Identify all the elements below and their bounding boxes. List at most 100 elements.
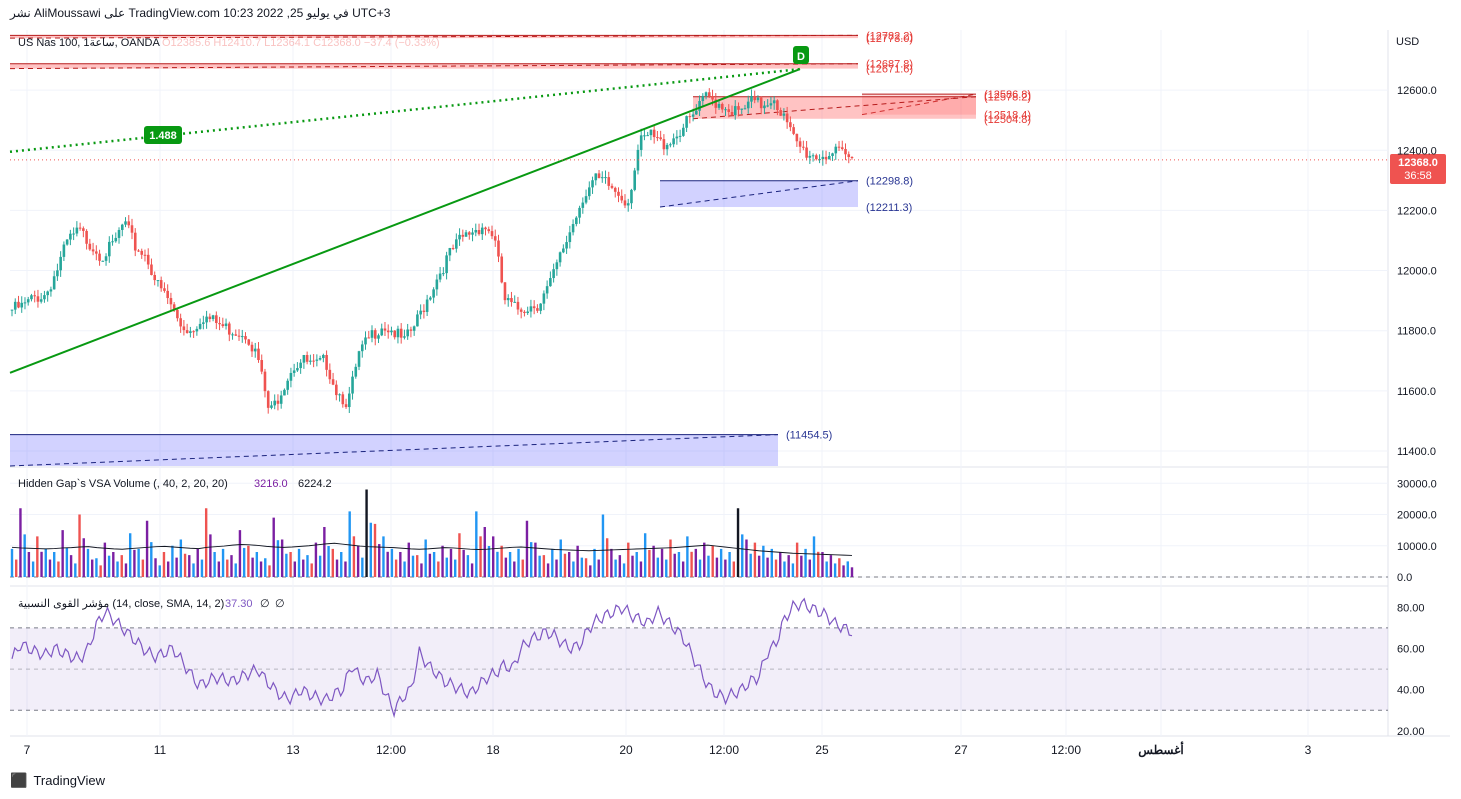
candle-body-168 (555, 262, 559, 270)
time-tick-1: 11 (154, 743, 167, 757)
candle-body-125 (416, 314, 419, 327)
candle-body-198 (652, 129, 656, 138)
vol-bar-183 (783, 561, 786, 577)
rsi-tick-0: 80.00 (1397, 602, 1425, 614)
footer-brand[interactable]: TradingView (33, 773, 105, 788)
zone-diag-4 (659, 180, 859, 208)
vol-bar-14 (69, 555, 73, 577)
candle-body-163 (539, 303, 542, 311)
vol-tick-2: 10000.0 (1397, 541, 1437, 553)
zone-diag-3 (692, 96, 977, 120)
candle-body-255 (837, 146, 841, 148)
rsi-indicator-title[interactable]: مؤشر القوى النسبية (14, close, SMA, 14, … (18, 598, 224, 610)
candle-body-67 (227, 323, 231, 335)
vol-bar-63 (276, 540, 280, 577)
candle-body-116 (386, 330, 390, 333)
candle-body-217 (714, 99, 718, 108)
candle-body-108 (360, 344, 364, 352)
candle-body-138 (458, 234, 461, 240)
vol-bar-103 (445, 557, 448, 577)
vol-bar-58 (255, 552, 259, 577)
time-tick-11: 3 (1305, 743, 1312, 757)
harmonic-dotted-line (9, 67, 801, 154)
candle-body-175 (578, 207, 581, 218)
rsi-axis[interactable]: 80.00 60.00 40.00 20.00 (1397, 602, 1425, 738)
ratio-badge[interactable]: 1.488 (144, 126, 182, 144)
tv-logo-icon[interactable]: ⬛ (10, 772, 28, 788)
candle-body-79 (266, 391, 270, 408)
vol-bar-175 (749, 553, 752, 577)
publish-header: نشر AliMoussawi على TradingView.com 10:2… (10, 6, 391, 20)
vol-bar-145 (622, 563, 626, 577)
candle-body-135 (448, 247, 452, 256)
candle-body-176 (581, 202, 585, 208)
vol-bar-158 (677, 552, 681, 577)
vol-bar-186 (795, 542, 799, 577)
vol-bar-105 (454, 559, 457, 577)
candle-body-17 (65, 239, 69, 245)
candle-body-179 (591, 180, 594, 188)
vol-bar-173 (741, 534, 744, 577)
candle-body-97 (325, 354, 328, 370)
candle-body-63 (215, 315, 218, 324)
volume-value-2: 6224.2 (298, 478, 332, 490)
candle-body-130 (432, 289, 435, 298)
zone-top-label-5: (11454.5) (786, 430, 832, 442)
candle-body-216 (711, 95, 714, 100)
pattern-point-d[interactable]: D (793, 46, 809, 64)
candle-body-31 (111, 241, 114, 243)
candle-body-254 (834, 146, 838, 154)
candle-body-210 (691, 114, 695, 117)
vol-bar-174 (745, 539, 748, 577)
candle-body-20 (75, 227, 79, 234)
candle-body-173 (571, 224, 575, 233)
vol-bar-195 (833, 563, 837, 577)
candle-body-147 (487, 229, 491, 232)
symbol-title[interactable]: US Nas 100, 1ساعة, OANDA (18, 37, 160, 49)
vol-bar-114 (492, 536, 495, 577)
candle-body-141 (467, 232, 471, 235)
main-price-axis[interactable]: 12600.0 12400.0 12200.0 12000.0 11800.0 11600… (1397, 85, 1437, 458)
candle-body-247 (811, 155, 815, 157)
candle-body-37 (130, 225, 134, 233)
zone-top-label-0: (12782.2) (866, 30, 913, 42)
candle-body-103 (344, 404, 348, 408)
candle-body-14 (56, 270, 59, 277)
candle-body-132 (438, 273, 442, 280)
vol-bar-31 (141, 559, 145, 577)
last-price-badge: 12368.0 36:58 (1390, 154, 1446, 184)
candle-body-151 (500, 256, 504, 283)
vol-bar-199 (850, 567, 854, 577)
vol-bar-44 (196, 548, 199, 577)
candle-body-242 (795, 133, 799, 142)
vol-bar-116 (500, 545, 503, 577)
time-tick-0: 7 (24, 743, 31, 757)
vol-bar-156 (669, 539, 672, 577)
time-axis[interactable]: 7 11 13 12:00 18 20 12:00 25 27 12:00 أغسطس 3 (24, 742, 1312, 758)
vol-bar-85 (369, 522, 372, 577)
vol-bar-122 (525, 520, 529, 577)
candle-body-227 (746, 101, 750, 109)
volume-axis[interactable]: 30000.0 20000.0 10000.0 0.0 (1397, 478, 1437, 584)
candle-body-238 (782, 113, 786, 116)
vol-bar-61 (268, 565, 271, 577)
candle-body-2 (17, 301, 20, 308)
candle-body-134 (445, 255, 448, 274)
vol-bar-130 (559, 539, 562, 577)
candle-body-194 (639, 135, 643, 150)
vol-bar-51 (226, 559, 229, 577)
vol-bar-1 (15, 559, 18, 577)
vol-bar-90 (390, 548, 394, 577)
vol-bar-149 (639, 561, 643, 577)
candle-body-18 (69, 233, 72, 240)
main-tick-0: 12600.0 (1397, 85, 1437, 97)
candle-body-64 (218, 323, 221, 325)
candle-body-162 (536, 308, 539, 311)
bar-countdown: 36:58 (1404, 170, 1432, 182)
candle-body-84 (283, 389, 286, 396)
candle-body-100 (335, 384, 338, 396)
candle-body-140 (464, 232, 468, 237)
volume-indicator-title[interactable]: Hidden Gap`s VSA Volume (, 40, 2, 20, 20… (18, 478, 228, 490)
vol-bar-84 (365, 489, 368, 577)
